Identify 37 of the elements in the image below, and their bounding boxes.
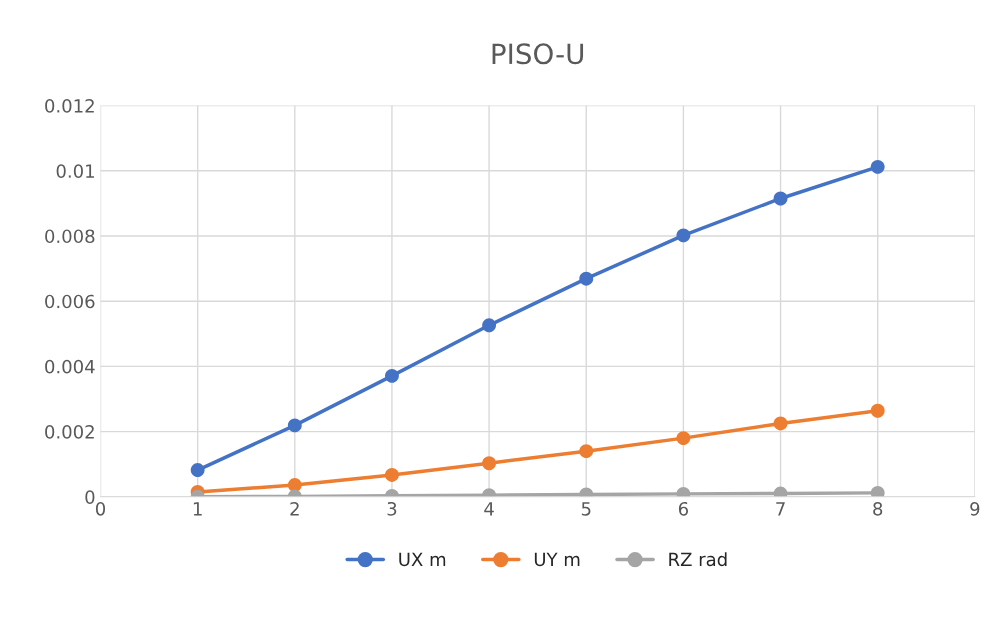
x-tick-label: 8 — [873, 501, 883, 516]
point — [870, 159, 885, 174]
point — [579, 444, 594, 459]
point — [287, 478, 302, 493]
point — [190, 463, 205, 478]
x-tick-label: 7 — [776, 502, 785, 516]
y-tick-label: 0.002 — [45, 425, 94, 439]
point — [579, 271, 594, 286]
point — [287, 418, 302, 433]
point — [773, 191, 788, 206]
point — [482, 318, 497, 333]
x-tick-label: 1 — [193, 502, 202, 516]
legend-label: UX m — [399, 552, 446, 567]
y-tick-label: 0.01 — [56, 164, 94, 178]
x-tick-label: 4 — [484, 502, 494, 516]
point — [385, 368, 399, 383]
x-tick-label: 2 — [290, 501, 299, 516]
y-tick-label: 0 — [85, 490, 95, 504]
point — [385, 468, 399, 482]
y-tick-label: 0.006 — [45, 294, 95, 309]
chart-title: PISO-U — [492, 43, 584, 65]
legend-label: UY m — [534, 552, 580, 567]
point — [482, 456, 497, 471]
y-tick-label: 0.004 — [45, 359, 95, 374]
y-tick-label: 0.012 — [45, 99, 94, 113]
x-tick-label: 0 — [95, 501, 106, 516]
point — [676, 228, 691, 243]
point — [870, 403, 885, 418]
y-tick-label: 0.008 — [45, 229, 95, 244]
x-tick-label: 3 — [387, 501, 397, 516]
x-tick-label: 9 — [970, 501, 980, 516]
x-tick-label: 6 — [678, 501, 689, 516]
point — [870, 485, 885, 497]
x-tick-label: 5 — [581, 502, 591, 516]
point — [676, 431, 691, 446]
point — [773, 416, 788, 431]
legend-label: RZ rad — [669, 552, 727, 567]
